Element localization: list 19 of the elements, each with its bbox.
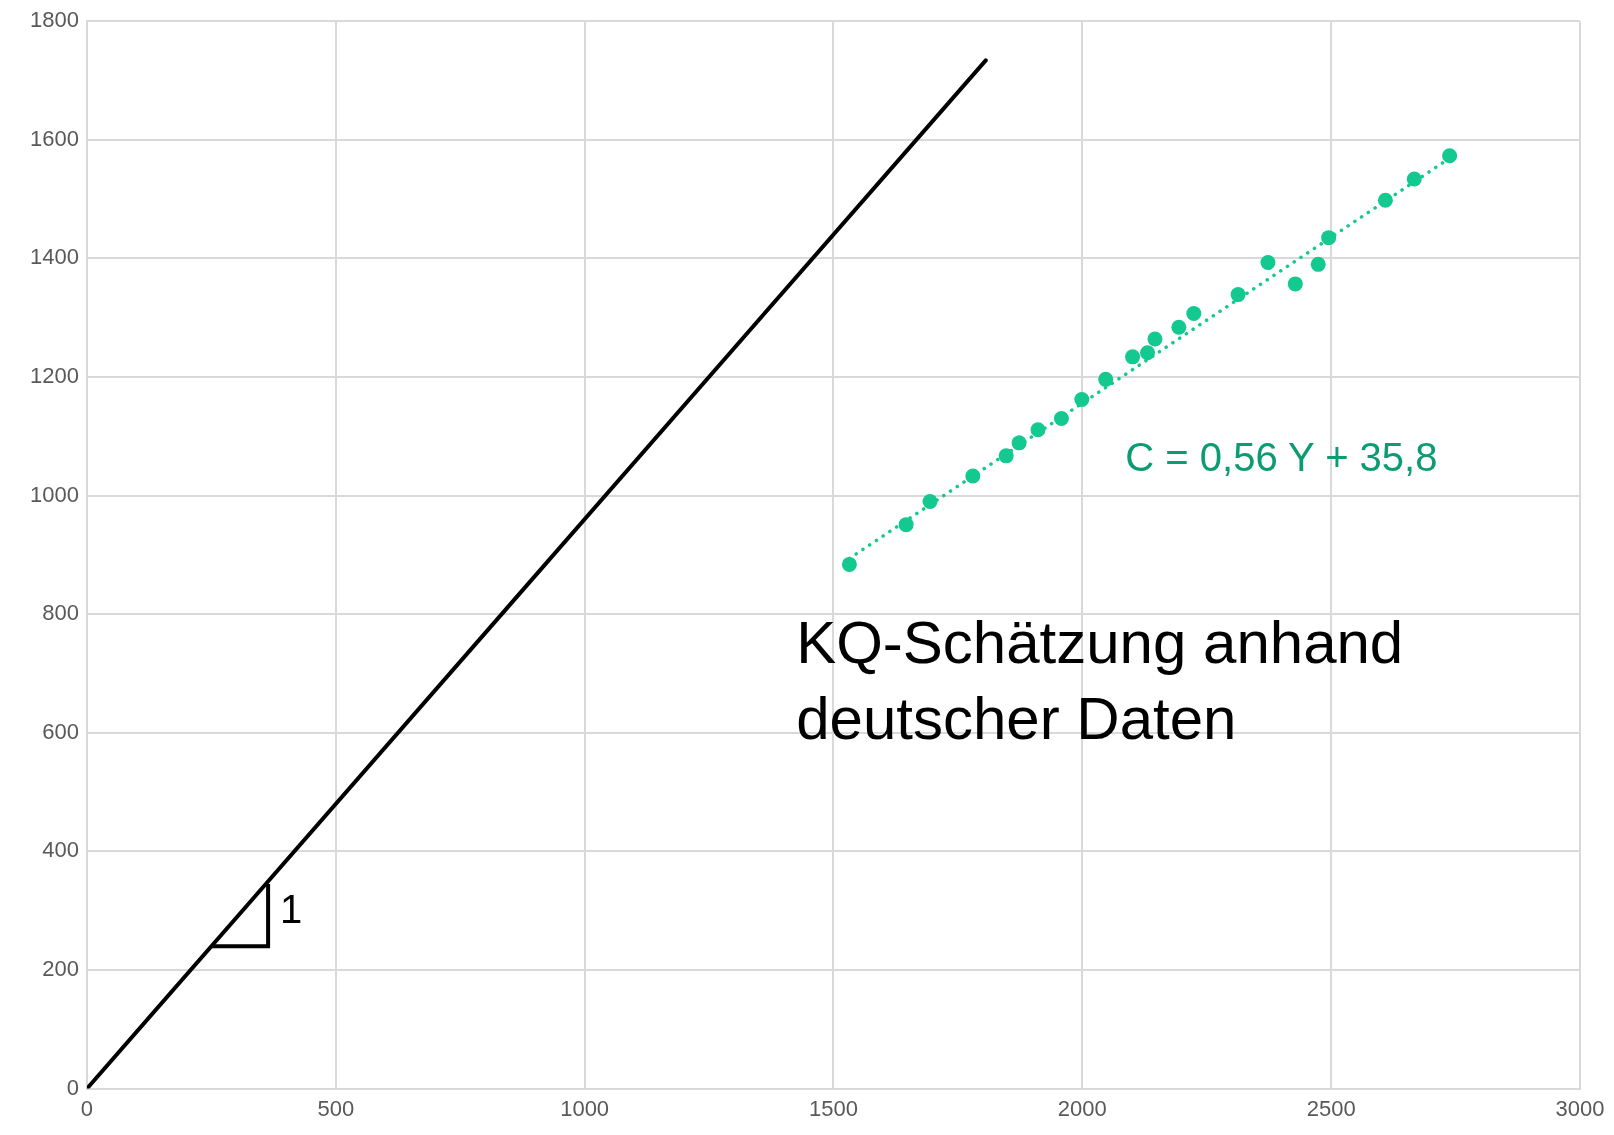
annotation: C = 0,56 Y + 35,8 <box>1125 435 1438 480</box>
y-tick-label: 200 <box>42 956 79 982</box>
y-tick-label: 800 <box>42 600 79 626</box>
y-tick-label: 0 <box>66 1074 79 1100</box>
y-tick-label: 1600 <box>29 125 79 151</box>
y-tick-label: 1400 <box>29 244 79 270</box>
annotation: KQ-Schätzung anhand deutscher Daten <box>796 609 1404 753</box>
x-tick-label: 3000 <box>1555 1095 1605 1121</box>
annotation: 1 <box>280 886 303 931</box>
x-tick-label: 500 <box>317 1095 355 1121</box>
x-tick-label: 1500 <box>808 1095 858 1121</box>
y-tick-label: 1800 <box>29 7 79 33</box>
y-tick-label: 400 <box>42 837 79 863</box>
x-tick-label: 2500 <box>1306 1095 1356 1121</box>
y-tick-label: 1200 <box>29 363 79 389</box>
x-tick-label: 1000 <box>560 1095 610 1121</box>
y-tick-label: 600 <box>42 718 79 744</box>
x-tick-label: 2000 <box>1057 1095 1107 1121</box>
y-tick-label: 1000 <box>29 481 79 507</box>
